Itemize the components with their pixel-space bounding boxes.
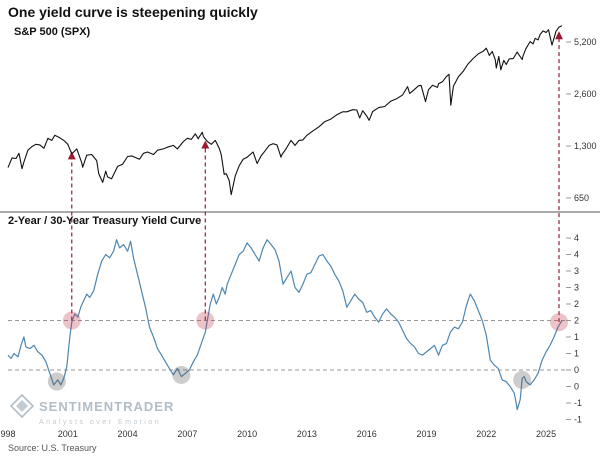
signal-arrows xyxy=(67,31,564,323)
chart-title: One yield curve is steepening quickly xyxy=(8,4,258,20)
bottom-ytick-label: 1 xyxy=(574,349,579,359)
inversion-circle-1 xyxy=(172,365,191,384)
bottom-ytick-label: 2 xyxy=(574,299,579,309)
bottom-ytick-label: 2 xyxy=(574,316,579,326)
spx-line xyxy=(7,25,563,196)
bottom-ytick-label: 1 xyxy=(574,332,579,342)
top-ytick-label: 5,200 xyxy=(574,37,597,47)
bottom-ytick-label: 0 xyxy=(574,382,579,392)
bottom-ytick-label: -1 xyxy=(574,415,582,425)
bottom-ytick-label: 3 xyxy=(574,266,579,276)
x-axis-label: 2007 xyxy=(177,429,197,439)
x-axis-label: 2010 xyxy=(237,429,257,439)
signal-arrow-head-2 xyxy=(555,31,564,40)
dashed-reference-lines xyxy=(8,320,566,371)
yield-curve-line xyxy=(7,239,563,411)
inversion-circle-2 xyxy=(513,370,532,389)
sentimentrader-logo: SENTIMENTRADER Analysts over Emotion xyxy=(10,394,174,426)
top-panel-y-axis: 5,200 2,600 1,300 650 xyxy=(566,37,597,203)
top-panel-label: S&P 500 (SPX) xyxy=(14,26,91,38)
bottom-panel-y-axis: 4 4 3 3 2 2 1 1 0 0 -1 -1 xyxy=(566,233,582,425)
inversion-circle-0 xyxy=(47,372,66,391)
signal-arrow-head-0 xyxy=(67,151,76,160)
sentimentrader-logo-icon xyxy=(10,394,34,418)
bottom-ytick-label: 0 xyxy=(574,365,579,375)
x-axis-label: 2001 xyxy=(58,429,78,439)
x-axis-label: 2019 xyxy=(416,429,436,439)
x-axis-label: 2016 xyxy=(357,429,377,439)
steepening-signal-circle-2 xyxy=(550,313,569,332)
signal-arrow-head-1 xyxy=(201,140,210,149)
steepening-signal-circle-1 xyxy=(196,311,215,330)
top-ytick-label: 2,600 xyxy=(574,89,597,99)
bottom-panel-label: 2-Year / 30-Year Treasury Yield Curve xyxy=(8,215,202,227)
bottom-ytick-label: 4 xyxy=(574,250,579,260)
top-ytick-label: 1,300 xyxy=(574,141,597,151)
x-axis-label: 998 xyxy=(0,429,15,439)
bottom-ytick-label: -1 xyxy=(574,398,582,408)
x-axis-label: 2013 xyxy=(297,429,317,439)
signal-circles xyxy=(47,311,569,391)
steepening-signal-circle-0 xyxy=(62,311,81,330)
bottom-ytick-label: 4 xyxy=(574,233,579,243)
logo-tagline: Analysts over Emotion xyxy=(39,419,162,426)
logo-text: SENTIMENTRADER xyxy=(39,398,175,414)
source-note: Source: U.S. Treasury xyxy=(8,443,97,453)
x-axis-label: 2022 xyxy=(476,429,496,439)
bottom-ytick-label: 3 xyxy=(574,283,579,293)
x-axis-label: 2025 xyxy=(536,429,556,439)
x-axis-label: 2004 xyxy=(118,429,138,439)
x-axis: 998 2001 2004 2007 2010 2013 2016 2019 2022 2025 xyxy=(0,429,556,439)
top-ytick-label: 650 xyxy=(574,193,589,203)
